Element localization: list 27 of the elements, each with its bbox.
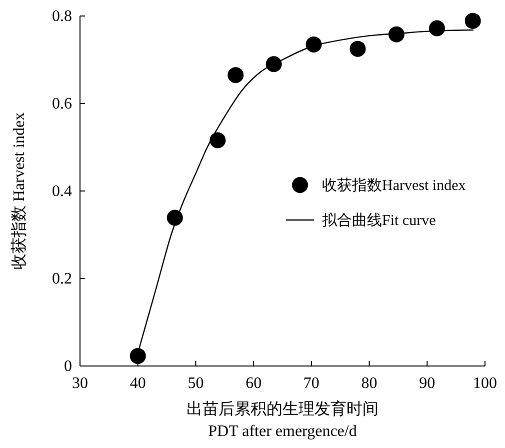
point — [428, 20, 445, 36]
point — [210, 132, 226, 148]
point — [228, 67, 244, 84]
y-axis-title: 收获指数 Harvest index — [10, 112, 28, 270]
x-tick-label: 50 — [188, 375, 204, 392]
legend-label: 收获指数Harvest index — [322, 177, 466, 194]
legend-label: 拟合曲线Fit curve — [322, 212, 436, 229]
point — [388, 26, 404, 42]
point — [266, 56, 282, 72]
x-tick-label: 70 — [303, 375, 320, 392]
y-tick-label: 0.2 — [52, 270, 72, 288]
x-tick-label: 60 — [246, 375, 262, 392]
x-tick-label: 40 — [130, 375, 146, 392]
point — [464, 12, 481, 29]
point — [306, 36, 322, 52]
point — [130, 348, 146, 364]
x-tick-label: 30 — [72, 375, 88, 392]
x-tick-label: 80 — [361, 375, 378, 392]
point — [350, 40, 366, 57]
point — [166, 210, 183, 226]
y-tick-label: 0.8 — [52, 8, 72, 25]
x-tick-label: 90 — [419, 375, 436, 392]
y-tick-label: 0 — [64, 358, 72, 375]
y-tick-label: 0.6 — [52, 96, 72, 112]
y-tick-label: 0.4 — [52, 183, 72, 200]
x-tick-label: 100 — [473, 375, 497, 392]
x-axis-title: 出苗后累积的生理发育时间 PDT after emergence/d — [186, 400, 378, 440]
